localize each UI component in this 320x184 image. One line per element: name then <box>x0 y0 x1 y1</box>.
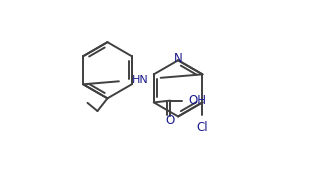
Text: OH: OH <box>189 94 207 107</box>
Text: HN: HN <box>132 75 149 84</box>
Text: Cl: Cl <box>196 121 208 134</box>
Text: N: N <box>174 52 182 65</box>
Text: O: O <box>165 114 175 127</box>
